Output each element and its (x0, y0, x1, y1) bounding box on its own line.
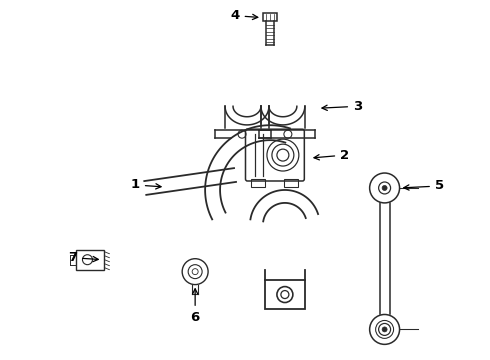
Text: 5: 5 (404, 180, 444, 193)
Text: 1: 1 (131, 179, 161, 192)
Text: 3: 3 (322, 100, 362, 113)
Bar (265, 280, 305, 310)
Text: 2: 2 (314, 149, 349, 162)
Circle shape (382, 185, 387, 190)
Text: 6: 6 (191, 289, 200, 324)
Text: 4: 4 (230, 9, 258, 22)
Circle shape (382, 327, 387, 332)
Bar (263, 13, 277, 21)
Bar (76, 250, 104, 270)
Text: 7: 7 (68, 251, 98, 264)
Bar (284, 179, 298, 187)
Bar (251, 179, 266, 187)
